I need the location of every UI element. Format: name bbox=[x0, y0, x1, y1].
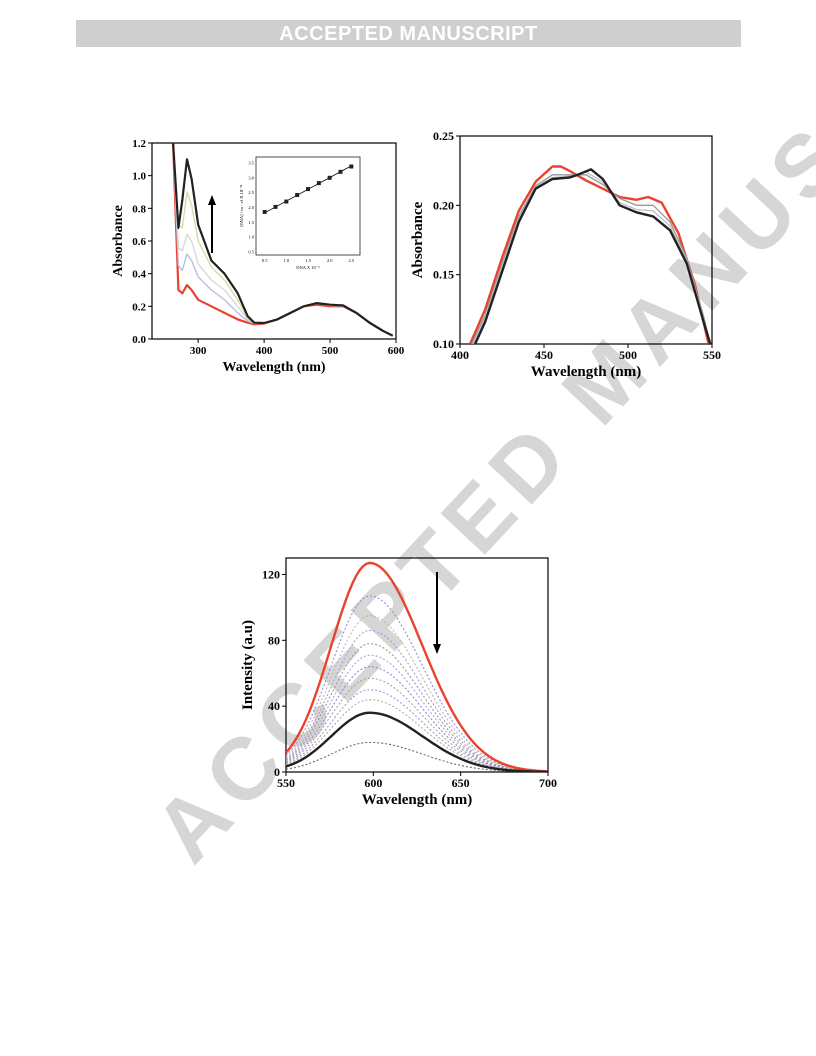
emission-dotted-series-3 bbox=[286, 629, 548, 772]
emission-dotted-series-4 bbox=[286, 643, 548, 772]
emission-solid-series-1 bbox=[286, 561, 548, 772]
x-tick-label: 550 bbox=[703, 348, 721, 362]
y-tick-label: 0.6 bbox=[132, 236, 146, 248]
x-tick-label: 400 bbox=[451, 348, 469, 362]
x-tick-label: 700 bbox=[539, 776, 557, 790]
inset-data-point bbox=[306, 187, 310, 192]
y-tick-label: 0.2 bbox=[132, 301, 146, 313]
inset-y-axis-label: [DNA] / εa - εf X 10⁻¹¹ bbox=[239, 184, 244, 227]
y-tick-label: 0.0 bbox=[132, 334, 146, 346]
x-tick-label: 400 bbox=[256, 345, 273, 357]
x-axis-label: Wavelength (nm) bbox=[362, 792, 472, 808]
plot-frame bbox=[285, 557, 549, 773]
inset-y-tick-label: 1.0 bbox=[248, 235, 254, 240]
x-axis-label: Wavelength (nm) bbox=[531, 364, 641, 380]
inset-data-point bbox=[284, 199, 289, 204]
emission-dotted-series-9 bbox=[286, 699, 548, 772]
y-tick-label: 1.0 bbox=[132, 171, 146, 183]
y-axis-label: Intensity (a.u) bbox=[240, 620, 256, 710]
y-tick-label: 0.4 bbox=[132, 269, 146, 281]
inset-y-tick-label: 3.5 bbox=[248, 160, 254, 165]
uv-absorbance-chart: 300 400 500 600 0.0 0.2 0.4 0.6 0.8 1.0 1.2 Wavelen… bbox=[111, 138, 405, 375]
inset-x-tick-label: 0.5 bbox=[262, 258, 268, 263]
inset-data-point bbox=[295, 193, 300, 198]
absorbance-zoom-chart: 400 450 500 550 0.10 0.15 0.20 0.25 Wavelength (… bbox=[410, 129, 721, 380]
zoom-series-2 bbox=[471, 174, 711, 344]
accepted-manuscript-banner: ACCEPTED MANUSCRIPT bbox=[76, 20, 741, 47]
y-tick-label: 1.2 bbox=[132, 138, 146, 150]
inset-x-tick-label: 2.0 bbox=[327, 258, 333, 263]
inset-frame bbox=[255, 156, 361, 256]
inset-data-point bbox=[349, 164, 354, 169]
y-tick-label: 80 bbox=[268, 633, 280, 647]
x-tick-label: 500 bbox=[322, 345, 339, 357]
zoom-series-4 bbox=[474, 168, 712, 344]
emission-intensity-chart: 550 600 650 700 0 40 80 120 Wavelength (nm) Inten… bbox=[240, 557, 557, 808]
zoom-series-1 bbox=[468, 165, 710, 344]
y-tick-label: 0 bbox=[274, 765, 280, 779]
decrease-arrow-head bbox=[433, 644, 441, 654]
emission-dotted-series-1 bbox=[286, 595, 548, 772]
x-axis-label: Wavelength (nm) bbox=[222, 360, 325, 375]
inset-y-tick-label: 0.5 bbox=[248, 250, 254, 255]
y-tick-label: 40 bbox=[268, 699, 280, 713]
inset-x-axis-label: DNA X 10⁻⁵ bbox=[296, 265, 320, 270]
y-axis-label: Absorbance bbox=[111, 205, 126, 277]
inset-x-tick-label: 1.5 bbox=[305, 258, 311, 263]
emission-dotted-series-5 bbox=[286, 654, 548, 772]
x-tick-label: 500 bbox=[619, 348, 637, 362]
emission-dotted-series-10 bbox=[286, 741, 548, 772]
inset-y-tick-label: 2.0 bbox=[248, 205, 254, 210]
y-tick-label: 0.10 bbox=[433, 337, 454, 351]
y-tick-label: 0.15 bbox=[433, 268, 454, 282]
x-tick-label: 450 bbox=[535, 348, 553, 362]
emission-solid-series-2 bbox=[286, 711, 548, 772]
emission-dotted-series-8 bbox=[286, 689, 548, 772]
x-tick-label: 600 bbox=[388, 345, 405, 357]
inset-y-tick-label: 3.0 bbox=[248, 175, 254, 180]
inset-data-point bbox=[327, 175, 332, 180]
plot-frame bbox=[459, 135, 713, 345]
inset-x-tick-label: 1.0 bbox=[284, 258, 290, 263]
y-tick-label: 0.8 bbox=[132, 203, 146, 215]
x-tick-label: 300 bbox=[190, 345, 207, 357]
y-tick-label: 120 bbox=[262, 567, 280, 581]
y-tick-label: 0.25 bbox=[433, 129, 454, 143]
inset-data-point bbox=[273, 204, 278, 209]
emission-dotted-series-6 bbox=[286, 666, 548, 772]
x-tick-label: 650 bbox=[452, 776, 470, 790]
absorbance-series-5 bbox=[172, 143, 394, 337]
inset-y-tick-label: 1.5 bbox=[248, 220, 254, 225]
inset-data-point bbox=[338, 169, 343, 174]
y-tick-label: 0.20 bbox=[433, 198, 454, 212]
inset-x-tick-label: 2.5 bbox=[349, 258, 355, 263]
x-tick-label: 550 bbox=[277, 776, 295, 790]
zoom-series-3 bbox=[472, 171, 711, 344]
inset-y-tick-label: 2.5 bbox=[248, 190, 254, 195]
x-tick-label: 600 bbox=[364, 776, 382, 790]
inset-data-point bbox=[262, 209, 267, 214]
inset-data-point bbox=[316, 181, 321, 186]
y-axis-label: Absorbance bbox=[410, 201, 426, 278]
emission-dotted-series-7 bbox=[286, 677, 548, 772]
increase-arrow-head bbox=[208, 195, 216, 205]
